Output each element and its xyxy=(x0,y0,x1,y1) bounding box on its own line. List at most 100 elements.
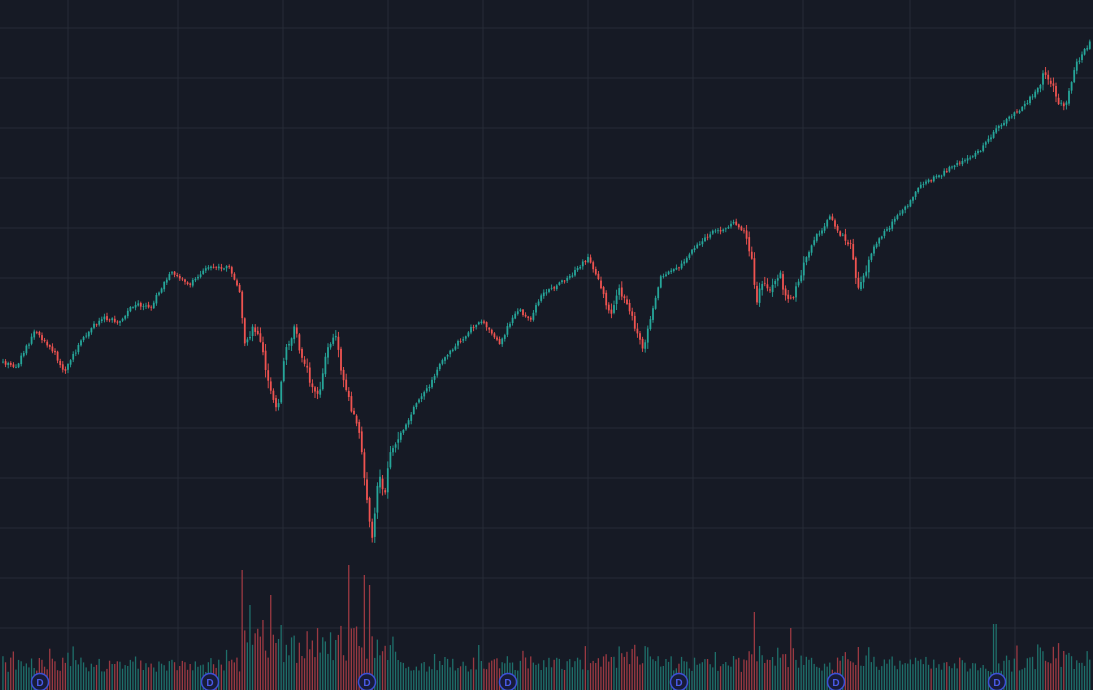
dividend-marker[interactable]: D xyxy=(200,672,220,690)
candle-body xyxy=(862,275,865,283)
candle-body xyxy=(548,289,550,292)
candle-body xyxy=(847,242,849,245)
volume-bar xyxy=(166,670,168,690)
dividend-marker[interactable]: D xyxy=(357,672,377,690)
volume-bar xyxy=(480,661,482,690)
candle-body xyxy=(774,281,777,285)
candle-body xyxy=(527,316,530,318)
volume-bar xyxy=(93,666,95,690)
candle-body xyxy=(223,268,225,270)
dividend-marker[interactable]: D xyxy=(669,672,689,690)
volume-bar xyxy=(329,632,332,690)
volume-series xyxy=(2,565,1091,690)
candle-body xyxy=(779,272,782,279)
volume-bar xyxy=(1031,656,1034,690)
candle-body xyxy=(701,241,704,245)
candle-body xyxy=(704,237,706,242)
volume-bar xyxy=(342,655,345,690)
dividend-marker[interactable]: D xyxy=(30,672,50,690)
candle-body xyxy=(883,230,886,236)
volume-bar xyxy=(179,666,181,690)
candle-body xyxy=(293,326,296,340)
candle-body xyxy=(431,379,433,388)
candle-body xyxy=(308,367,311,383)
volume-bar xyxy=(556,657,558,690)
volume-bar xyxy=(891,656,893,690)
candle-body xyxy=(506,326,509,335)
volume-bar xyxy=(959,657,961,690)
volume-bar xyxy=(810,657,813,690)
candle-body xyxy=(215,266,218,268)
volume-bar xyxy=(922,664,924,690)
volume-bar xyxy=(454,670,456,690)
candle-body xyxy=(646,328,649,343)
candle-body xyxy=(982,145,985,151)
volume-bar xyxy=(582,669,584,690)
candle-body xyxy=(67,364,69,370)
volume-bar xyxy=(894,665,896,690)
candle-body xyxy=(98,320,101,325)
candle-body xyxy=(202,270,205,274)
dividend-marker[interactable]: D xyxy=(987,672,1007,690)
candle-body xyxy=(121,318,124,321)
candle-body xyxy=(418,399,420,403)
candle-body xyxy=(1044,72,1047,75)
dividend-marker[interactable]: D xyxy=(498,672,518,690)
volume-bar xyxy=(761,655,763,690)
volume-bar xyxy=(639,664,641,690)
candle-body xyxy=(236,280,238,286)
volume-bar xyxy=(966,671,969,690)
candle-body xyxy=(522,309,524,315)
candle-body xyxy=(347,390,350,397)
candle-body xyxy=(488,327,491,330)
dividend-marker[interactable]: D xyxy=(826,672,846,690)
volume-bar xyxy=(80,657,82,690)
volume-bar xyxy=(249,605,251,690)
volume-bar xyxy=(363,575,365,690)
candle-body xyxy=(909,200,912,207)
candle-body xyxy=(451,349,454,351)
candle-body xyxy=(366,479,368,500)
candle-body xyxy=(321,373,324,390)
volume-bar xyxy=(566,661,568,690)
volume-bar xyxy=(992,624,995,690)
candle-body xyxy=(891,221,894,229)
volume-bar xyxy=(740,671,742,690)
candle-body xyxy=(865,271,868,276)
volume-bar xyxy=(491,660,493,690)
volume-bar xyxy=(88,671,90,690)
dividend-marker-circle xyxy=(357,672,377,690)
volume-bar xyxy=(527,668,529,690)
volume-bar xyxy=(816,666,818,690)
candle-body xyxy=(134,305,137,308)
volume-bar xyxy=(488,662,490,690)
candle-body xyxy=(373,513,376,537)
candle-body xyxy=(438,364,441,370)
volume-bar xyxy=(792,648,794,690)
volume-bar xyxy=(405,668,407,690)
volume-bar xyxy=(127,666,129,690)
candle-body xyxy=(680,263,683,269)
volume-bar xyxy=(1008,660,1010,690)
candle-body xyxy=(72,354,75,360)
candle-body xyxy=(467,332,470,337)
volume-bar xyxy=(137,668,139,690)
volume-bar xyxy=(561,668,563,690)
candle-body xyxy=(1088,41,1091,49)
volume-bar xyxy=(30,658,33,690)
volume-bar xyxy=(641,663,644,690)
volume-bar xyxy=(199,665,202,690)
volume-bar xyxy=(51,658,53,690)
candle-body xyxy=(966,158,969,161)
candle-body xyxy=(389,452,392,468)
candle-body xyxy=(386,468,389,493)
candle-body xyxy=(290,338,293,346)
candle-body xyxy=(1013,112,1016,116)
candle-body xyxy=(519,309,522,312)
candle-body xyxy=(535,305,537,313)
volume-bar xyxy=(62,657,64,690)
candle-body xyxy=(472,327,475,328)
volume-bar xyxy=(124,665,126,690)
volume-bar xyxy=(275,643,277,690)
